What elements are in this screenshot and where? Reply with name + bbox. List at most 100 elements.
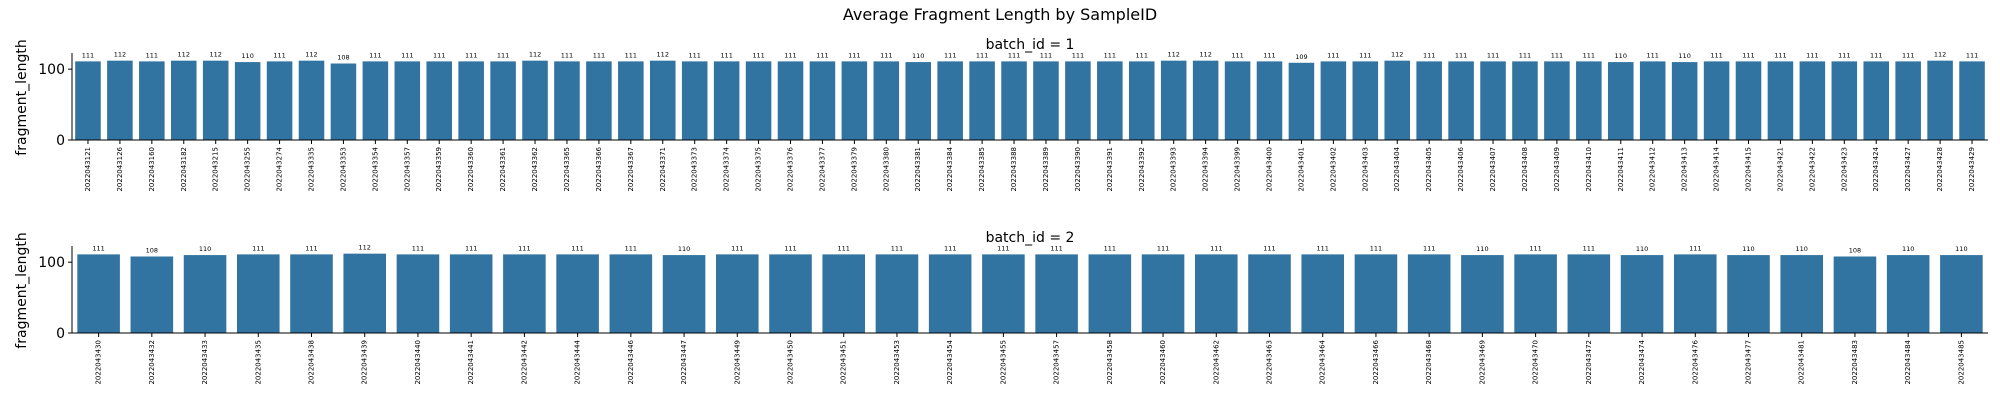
data-label: 111	[891, 244, 903, 252]
bar	[1607, 62, 1634, 141]
x-tick-label: 2022043126	[116, 146, 124, 191]
x-tick-label: 2022043485	[1957, 340, 1965, 385]
data-label: 110	[1902, 245, 1914, 253]
data-label: 111	[1136, 51, 1148, 59]
data-label: 111	[1327, 51, 1339, 59]
data-label: 111	[784, 51, 796, 59]
bar	[1256, 61, 1283, 140]
data-label: 111	[1689, 244, 1701, 252]
x-tick-label: 2022043379	[850, 147, 858, 192]
x-tick-label: 2022043468	[1425, 340, 1433, 385]
x-tick-label: 2022043483	[1851, 340, 1859, 385]
x-tick-label: 2022043454	[946, 339, 954, 384]
bar	[982, 254, 1025, 333]
bar	[1673, 254, 1717, 333]
y-tick-label: 100	[38, 255, 65, 271]
bar	[1671, 62, 1698, 141]
data-label: 110	[199, 245, 211, 253]
x-tick-label: 2022043182	[180, 147, 188, 192]
bar	[769, 254, 812, 333]
data-label: 110	[1955, 245, 1967, 253]
x-tick-label: 2022043405	[1425, 147, 1433, 192]
data-label: 112	[657, 51, 669, 59]
data-label: 111	[720, 51, 732, 59]
data-label: 111	[1317, 244, 1329, 252]
bar	[1620, 255, 1664, 333]
bar	[330, 63, 357, 140]
bar	[873, 61, 900, 140]
x-tick-label: 2022043457	[1053, 340, 1061, 385]
x-tick-label: 2022043360	[467, 147, 475, 192]
data-label: 111	[273, 51, 285, 59]
data-label: 110	[1796, 245, 1808, 253]
data-label: 111	[1519, 51, 1531, 59]
data-label: 111	[944, 51, 956, 59]
bar	[969, 61, 995, 140]
x-tick-label: 2022043451	[840, 340, 848, 385]
data-label: 111	[997, 244, 1009, 252]
bar	[1448, 61, 1474, 140]
bar	[394, 61, 421, 140]
bar	[234, 62, 261, 141]
x-tick-label: 2022043449	[733, 340, 741, 385]
data-label: 111	[401, 51, 413, 59]
bar	[1352, 61, 1379, 140]
bar	[1194, 254, 1238, 333]
x-tick-label: 2022043160	[148, 147, 156, 192]
x-tick-label: 2022043409	[1553, 147, 1561, 192]
bar	[928, 254, 972, 333]
x-tick-label: 2022043412	[1649, 147, 1657, 192]
data-label: 111	[518, 244, 530, 252]
bar	[745, 61, 772, 140]
bar	[426, 61, 453, 140]
x-tick-label: 2022043353	[339, 147, 347, 192]
data-label: 111	[1050, 244, 1062, 252]
data-label: 111	[976, 51, 988, 59]
x-tick-label: 2022043439	[361, 340, 369, 385]
figure-title: Average Fragment Length by SampleID	[843, 5, 1157, 24]
bar	[1639, 61, 1666, 140]
panel-2: batch_id = 2 fragment_length 111 2022043430…	[14, 230, 1988, 385]
bar	[1895, 61, 1921, 140]
bar	[1088, 254, 1132, 333]
y-tick-label: 100	[38, 62, 65, 78]
data-label: 112	[1199, 51, 1211, 59]
panel-title: batch_id = 1	[986, 37, 1075, 53]
data-label: 112	[529, 51, 541, 59]
bar	[662, 255, 706, 333]
bar	[1735, 61, 1762, 140]
x-tick-label: 2022043458	[1106, 340, 1114, 385]
x-tick-label: 2022043361	[499, 147, 507, 192]
bar	[298, 60, 325, 140]
data-label: 111	[369, 51, 381, 59]
x-tick-label: 2022043421	[1776, 147, 1784, 192]
bar	[1886, 255, 1930, 333]
data-label: 111	[784, 244, 796, 252]
x-tick-label: 2022043464	[1319, 339, 1327, 384]
x-tick-label: 2022043374	[723, 146, 731, 191]
bar	[290, 254, 333, 333]
x-tick-label: 2022043402	[1329, 147, 1337, 192]
data-label: 111	[1370, 244, 1382, 252]
x-tick-label: 2022043215	[212, 147, 220, 192]
x-tick-label: 2022043474	[1638, 339, 1646, 384]
data-label: 112	[114, 51, 126, 59]
x-tick-label: 2022043393	[1170, 147, 1178, 192]
data-label: 112	[1167, 51, 1179, 59]
data-label: 112	[209, 51, 221, 59]
data-label: 111	[82, 51, 94, 59]
data-label: 111	[1008, 51, 1020, 59]
bar	[183, 255, 227, 333]
data-label: 111	[1423, 244, 1435, 252]
bar	[1959, 61, 1985, 140]
bar	[905, 62, 932, 141]
x-tick-label: 2022043440	[414, 340, 422, 385]
data-label: 111	[1583, 244, 1595, 252]
bar	[1927, 60, 1953, 140]
x-tick-label: 2022043444	[574, 339, 582, 384]
x-tick-label: 2022043411	[1617, 147, 1625, 192]
data-label: 108	[1849, 247, 1861, 255]
x-tick-label: 2022043399	[1234, 147, 1242, 192]
bar	[202, 60, 229, 140]
x-tick-label: 2022043476	[1691, 339, 1699, 384]
